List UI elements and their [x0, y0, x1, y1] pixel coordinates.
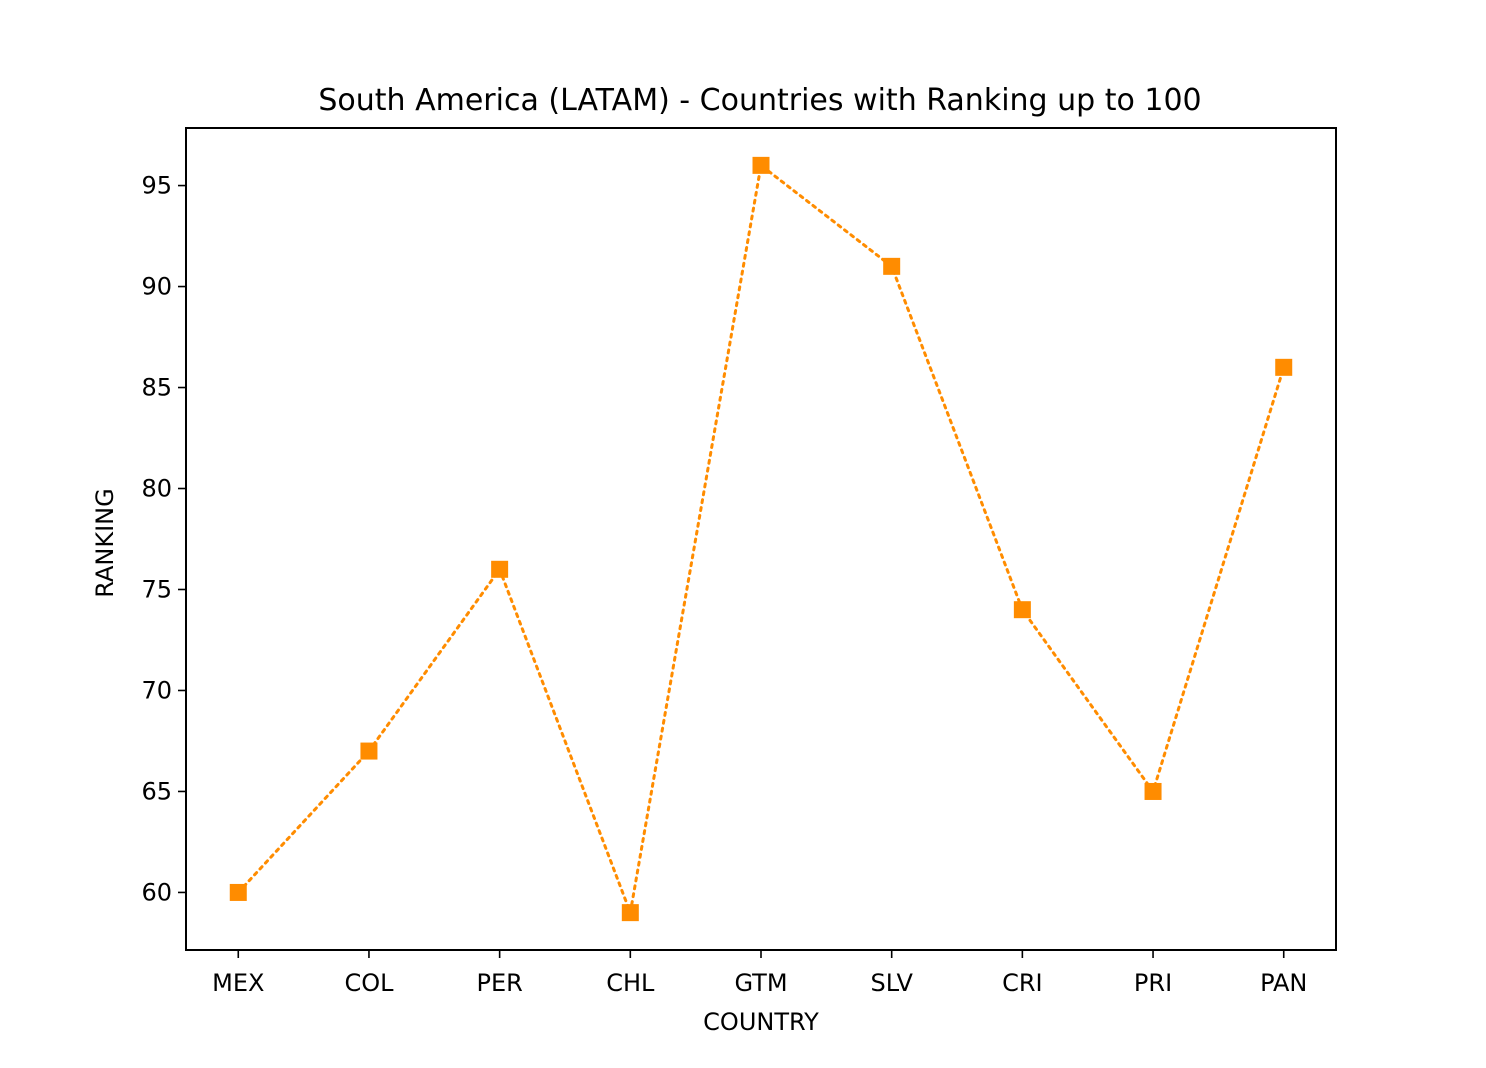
y-axis-label: RANKING: [91, 488, 119, 597]
x-tick-label: PAN: [1260, 969, 1307, 997]
data-point-per: [491, 560, 509, 578]
data-point-gtm: [752, 156, 770, 174]
y-tick-label: 85: [141, 374, 172, 402]
y-tick-label: 60: [141, 878, 172, 906]
x-tick-label: SLV: [870, 969, 913, 997]
data-point-pan: [1275, 358, 1293, 376]
x-tick-label: CRI: [1002, 969, 1043, 997]
x-tick-label: MEX: [212, 969, 264, 997]
y-tick-label: 90: [141, 273, 172, 301]
series-line: [236, 162, 1286, 919]
plot-frame: [185, 127, 1337, 951]
y-tick-label: 80: [141, 475, 172, 503]
y-tick-label: 95: [141, 172, 172, 200]
y-axis-ticks: 60 65 70 75 80 85 90 95: [141, 172, 186, 906]
data-point-slv: [883, 257, 901, 275]
data-point-pri: [1144, 782, 1162, 800]
x-axis-ticks: MEX COL PER CHL GTM SLV CRI PRI PAN: [212, 950, 1307, 997]
x-tick-label: PER: [476, 969, 522, 997]
series-group: [229, 156, 1293, 922]
x-tick-label: COL: [344, 969, 394, 997]
y-tick-label: 70: [141, 676, 172, 704]
data-point-chl: [621, 904, 639, 922]
data-point-col: [360, 742, 378, 760]
x-tick-label: PRI: [1134, 969, 1172, 997]
x-tick-label: GTM: [734, 969, 787, 997]
x-tick-label: CHL: [606, 969, 655, 997]
y-tick-label: 75: [141, 575, 172, 603]
y-tick-label: 65: [141, 777, 172, 805]
data-point-cri: [1013, 601, 1031, 619]
x-axis-label: COUNTRY: [703, 1008, 819, 1036]
data-point-mex: [229, 883, 247, 901]
chart-title: South America (LATAM) - Countries with R…: [318, 83, 1201, 118]
